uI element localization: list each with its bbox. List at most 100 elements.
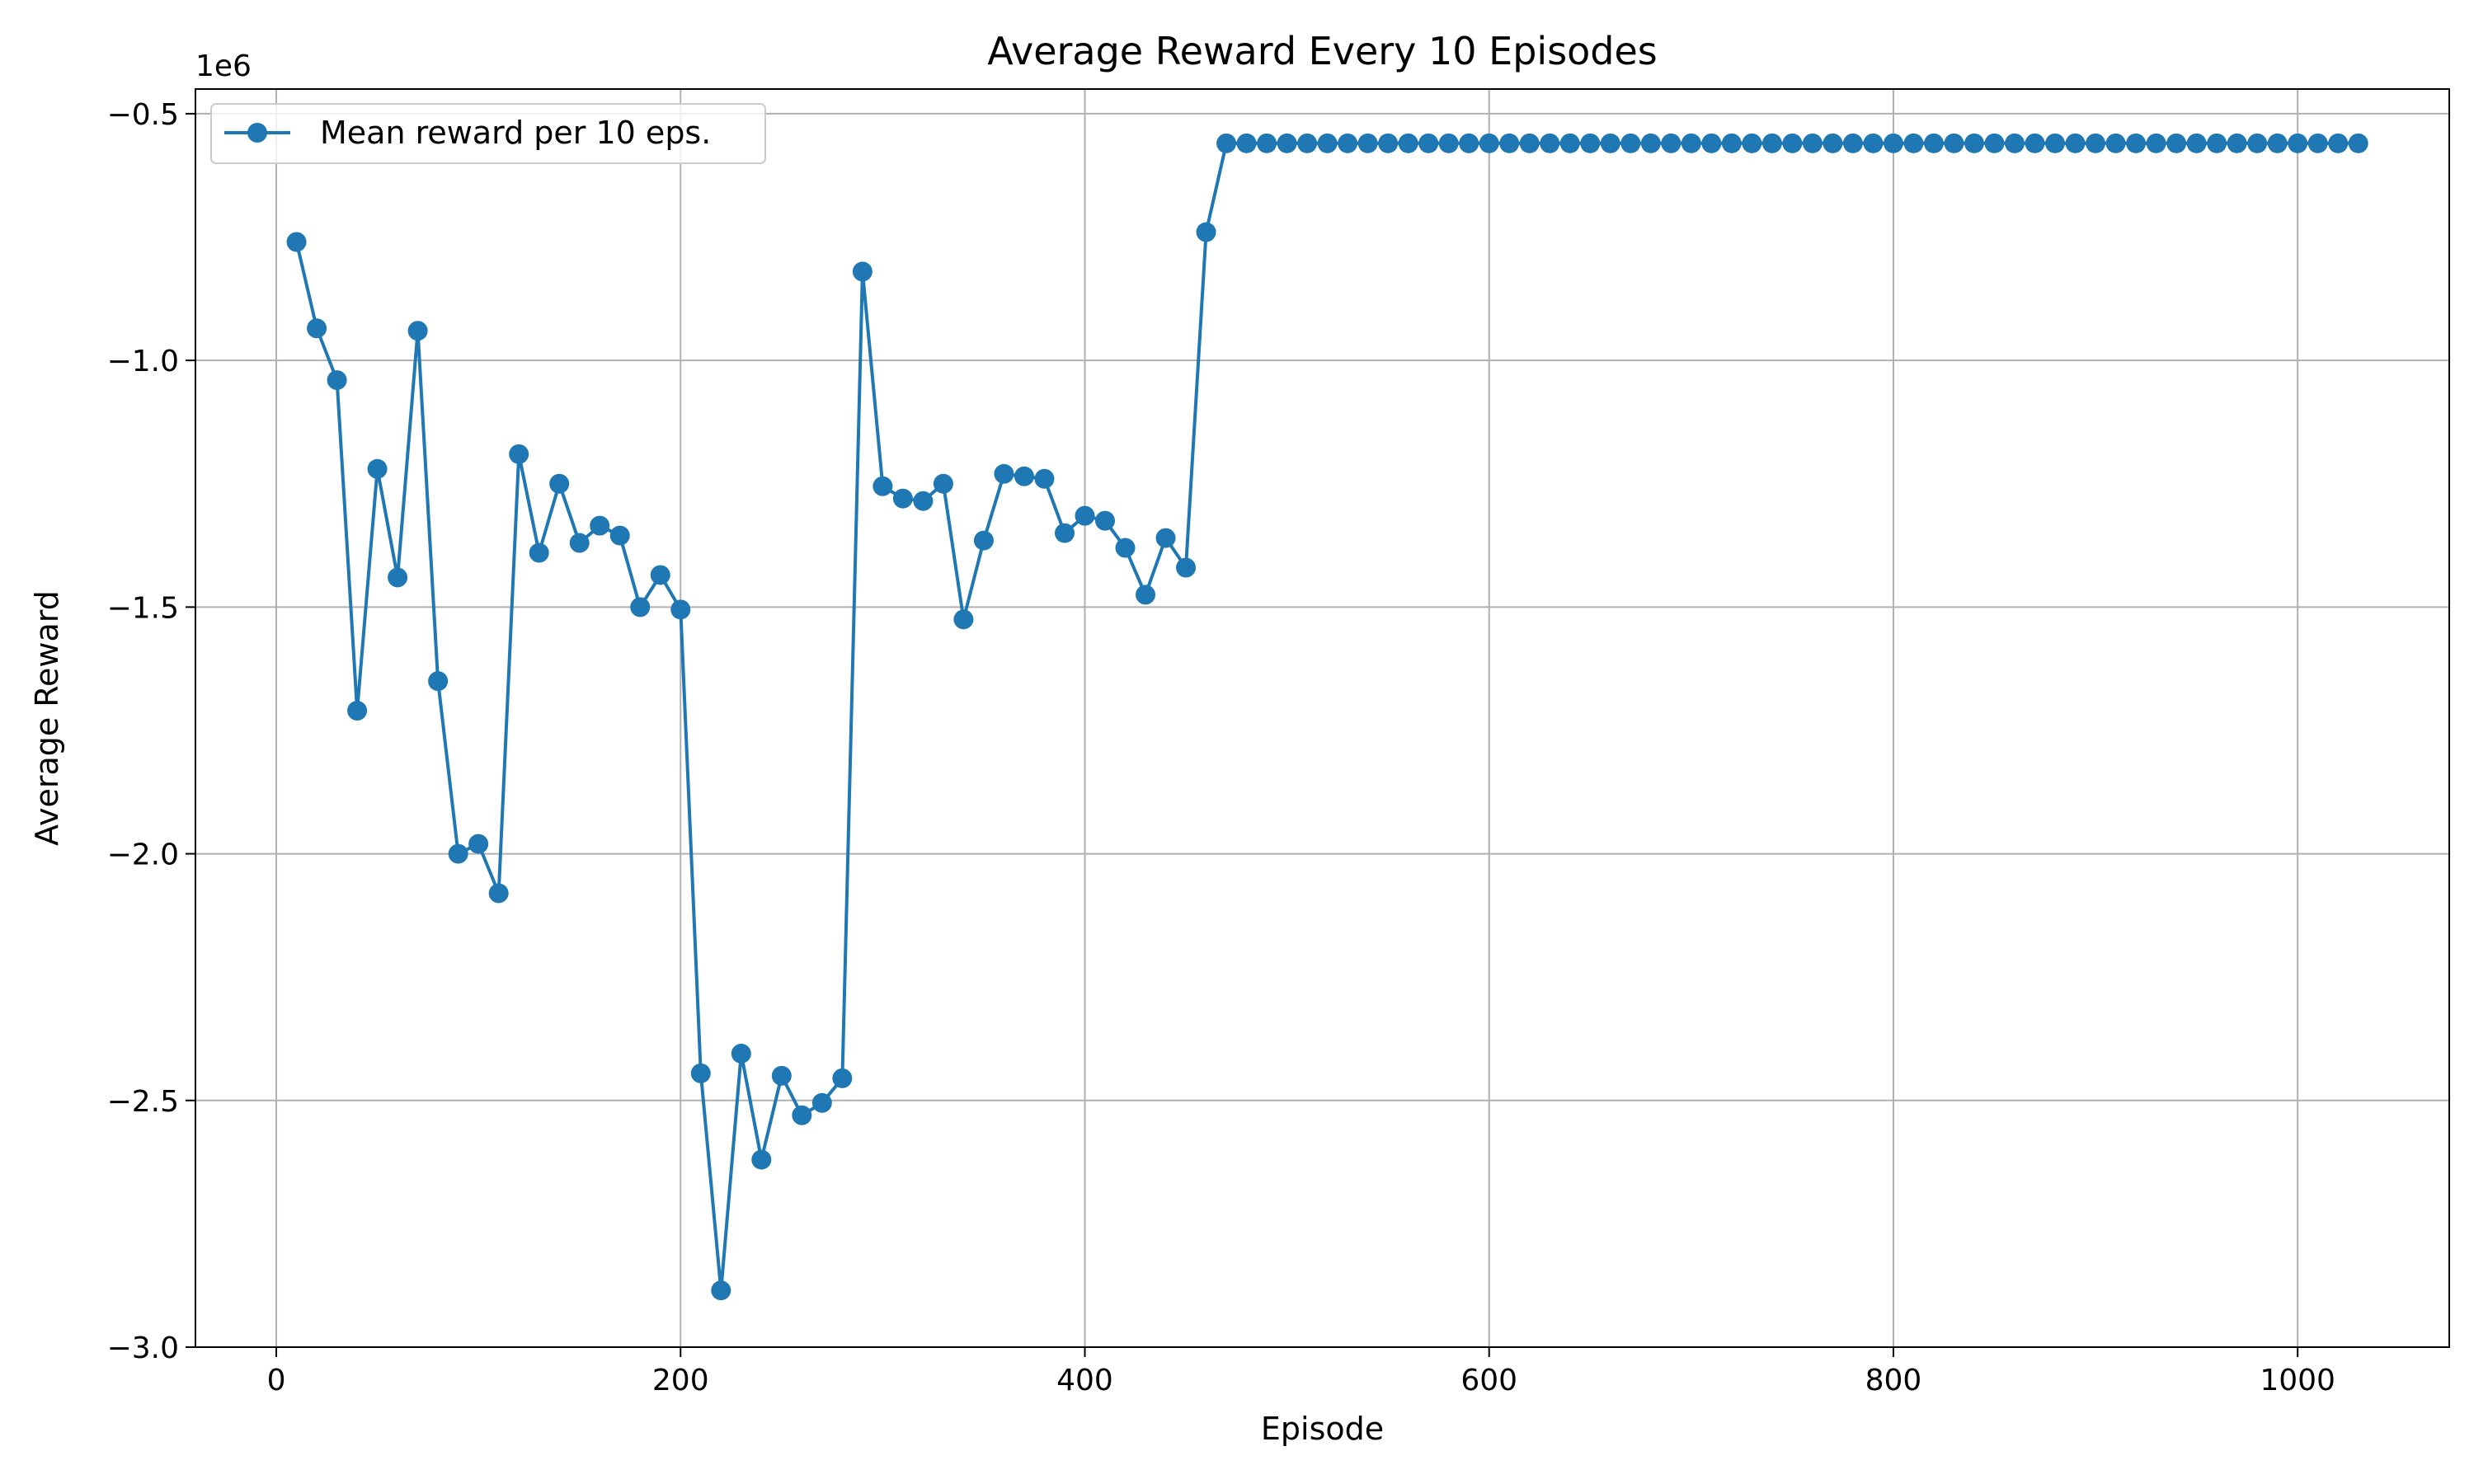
data-point	[1357, 133, 1378, 153]
data-point	[690, 1063, 711, 1083]
data-point	[973, 530, 994, 551]
data-point	[1540, 133, 1560, 153]
data-point	[367, 458, 388, 479]
data-point	[2025, 133, 2045, 153]
data-point	[468, 834, 489, 854]
y-tick-label: −0.5	[107, 98, 179, 132]
data-point	[1903, 133, 1924, 153]
x-tick-label: 0	[267, 1364, 286, 1397]
x-tick-label: 600	[1460, 1364, 1517, 1397]
data-point	[1216, 133, 1237, 153]
data-point	[1600, 133, 1620, 153]
data-point	[2247, 133, 2268, 153]
data-point	[1580, 133, 1601, 153]
y-axis-title: Average Reward	[29, 590, 65, 846]
data-point	[2126, 133, 2147, 153]
plot-frame	[195, 88, 2450, 1348]
data-point	[609, 525, 630, 546]
data-point	[529, 542, 549, 563]
data-point	[933, 473, 953, 494]
data-point	[2045, 133, 2066, 153]
data-point	[1964, 133, 1984, 153]
data-point	[2065, 133, 2086, 153]
x-tick-label: 1000	[2260, 1364, 2335, 1397]
data-point	[2307, 133, 2328, 153]
data-point	[1338, 133, 1358, 153]
data-point	[509, 444, 529, 464]
data-point	[771, 1065, 792, 1086]
data-point	[407, 321, 428, 341]
y-tick-label: −1.5	[107, 591, 179, 625]
data-point	[731, 1043, 751, 1064]
data-point	[488, 883, 509, 904]
data-point	[650, 565, 670, 585]
legend-box	[210, 103, 766, 164]
data-point	[569, 533, 590, 553]
data-point	[1742, 133, 1762, 153]
data-point	[1176, 557, 1197, 578]
data-point	[2207, 133, 2227, 153]
data-point	[1923, 133, 1944, 153]
data-point	[2348, 133, 2368, 153]
data-point	[1701, 133, 1722, 153]
data-point	[2186, 133, 2207, 153]
y-tick-label: −1.0	[107, 345, 179, 378]
data-point	[1418, 133, 1439, 153]
data-point	[1842, 133, 1863, 153]
data-point	[1196, 222, 1216, 242]
data-point	[549, 473, 570, 494]
data-point	[1823, 133, 1843, 153]
data-point	[792, 1105, 812, 1125]
data-point	[1034, 468, 1055, 489]
data-point	[2267, 133, 2288, 153]
data-point	[1398, 133, 1418, 153]
data-point	[1378, 133, 1399, 153]
data-point	[630, 597, 651, 618]
data-point	[1681, 133, 1701, 153]
data-point	[1559, 133, 1580, 153]
data-point	[1317, 133, 1338, 153]
series-layer	[286, 133, 2368, 1301]
data-point	[1984, 133, 2005, 153]
axis-ticks: 0 200 400 600 800 1000 −3.0 −2.5 −2.0 −1.5 −1.0 −0.…	[107, 98, 2335, 1397]
data-point	[2105, 133, 2126, 153]
data-point	[1297, 133, 1318, 153]
data-point	[1136, 585, 1156, 605]
data-point	[1620, 133, 1641, 153]
data-point	[1479, 133, 1499, 153]
data-point	[1944, 133, 1964, 153]
data-point	[892, 488, 913, 509]
data-point	[1155, 528, 1176, 548]
data-point	[428, 671, 449, 692]
legend: Mean reward per 10 eps.	[210, 103, 766, 164]
data-point	[1075, 505, 1095, 526]
data-point	[1640, 133, 1661, 153]
data-point	[872, 476, 893, 496]
y-tick-label: −2.5	[107, 1085, 179, 1119]
data-point	[751, 1149, 772, 1170]
data-point	[2086, 133, 2106, 153]
data-point	[1499, 133, 1520, 153]
data-point	[1236, 133, 1257, 153]
data-point	[448, 843, 468, 864]
data-point	[1054, 523, 1075, 543]
x-axis-title: Episode	[1261, 1411, 1384, 1447]
data-point	[1115, 538, 1136, 558]
y-tick-label: −2.0	[107, 838, 179, 872]
data-point	[994, 463, 1014, 484]
data-point	[1277, 133, 1297, 153]
data-point	[2146, 133, 2166, 153]
data-point	[1519, 133, 1540, 153]
legend-label: Mean reward per 10 eps.	[320, 115, 711, 151]
data-point	[953, 609, 974, 630]
data-point	[2288, 133, 2308, 153]
data-point	[1095, 510, 1116, 531]
x-tick-label: 200	[652, 1364, 709, 1397]
data-point	[1257, 133, 1277, 153]
y-tick-label: −3.0	[107, 1331, 179, 1365]
data-point	[1863, 133, 1884, 153]
data-point	[327, 370, 347, 391]
data-point	[711, 1280, 731, 1301]
data-point	[388, 567, 408, 588]
